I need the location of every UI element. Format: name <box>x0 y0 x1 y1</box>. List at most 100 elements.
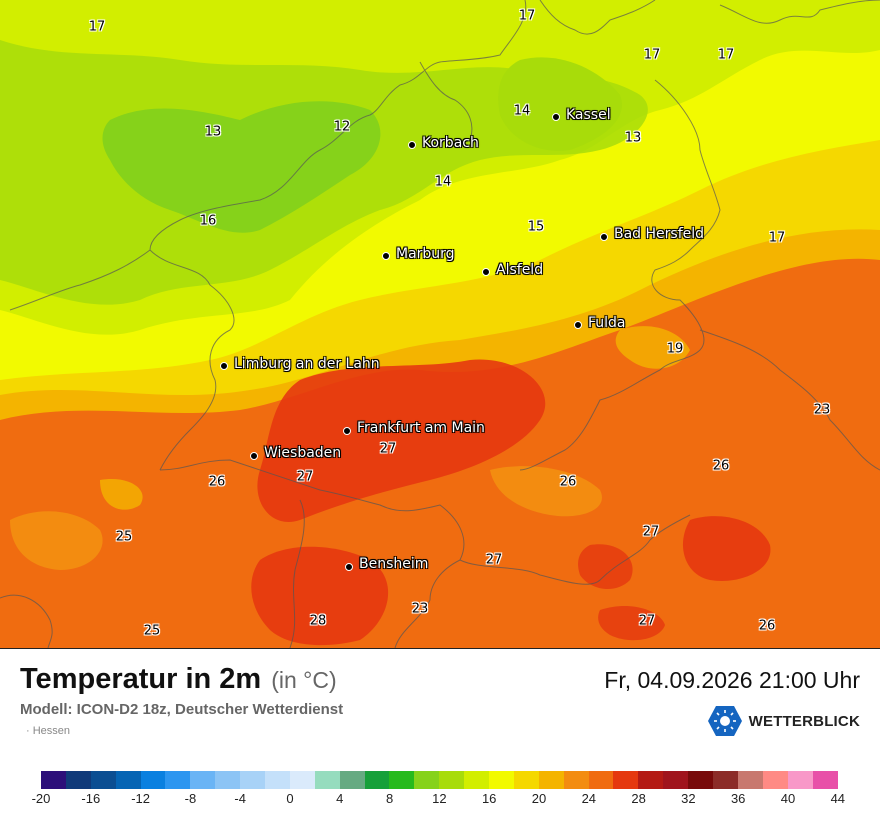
temp-value: 12 <box>333 119 351 135</box>
title-text: Temperatur in 2m <box>20 663 262 695</box>
scale-swatch <box>762 771 788 789</box>
city-label-kassel: Kassel <box>566 107 611 123</box>
city-dot-korbach <box>408 141 416 149</box>
scale-swatch <box>464 771 490 789</box>
temp-value: 27 <box>485 552 503 568</box>
scale-tick-label: -20 <box>31 791 51 806</box>
scale-swatch <box>489 771 514 789</box>
temperature-field <box>0 0 880 648</box>
wetterblick-logo-icon <box>707 706 742 736</box>
city-dot-alsfeld <box>482 268 490 276</box>
temp-value: 17 <box>643 47 661 63</box>
temp-value: 27 <box>379 441 397 457</box>
scale-tick-label: -12 <box>131 791 150 806</box>
scale-swatch <box>787 771 813 789</box>
scale-swatch <box>41 771 66 789</box>
scale-tick-label: 16 <box>481 791 497 806</box>
scale-swatch <box>439 771 465 789</box>
brand-name: WETTERBLICK <box>748 712 860 730</box>
temp-value: 26 <box>712 458 730 474</box>
temp-value: 27 <box>638 613 656 629</box>
scale-swatch <box>90 771 116 789</box>
brand-logo[interactable]: WETTERBLICK <box>707 706 860 736</box>
city-dot-bensheim <box>345 563 353 571</box>
scale-swatch <box>563 771 589 789</box>
scale-swatch <box>663 771 689 789</box>
scale-tick-label: 12 <box>432 791 447 806</box>
model-source: Modell: ICON-D2 18z, Deutscher Wetterdie… <box>20 701 344 718</box>
scale-swatch <box>289 771 315 789</box>
scale-swatch <box>65 771 91 789</box>
temp-value: 26 <box>559 474 577 490</box>
scale-swatch <box>339 771 365 789</box>
scale-tick-label: 36 <box>730 791 746 806</box>
temp-value: 26 <box>208 474 226 490</box>
temperature-map[interactable]: Kassel Korbach Bad Hersfeld Marburg Alsf… <box>0 0 880 649</box>
temp-value: 17 <box>717 47 735 63</box>
city-dot-marburg <box>382 252 390 260</box>
scale-swatch <box>240 771 266 789</box>
temp-value: 25 <box>115 529 133 545</box>
scale-tick-label: 8 <box>385 791 394 806</box>
scale-tick-label: 24 <box>581 791 597 806</box>
city-dot-limburg <box>220 362 228 370</box>
temp-value: 17 <box>518 8 536 24</box>
scale-tick-label: 40 <box>780 791 796 806</box>
temp-value: 14 <box>434 174 452 190</box>
city-dot-fulda <box>574 321 582 329</box>
scale-swatch <box>389 771 415 789</box>
temp-value: 14 <box>513 103 531 119</box>
scale-swatch <box>190 771 216 789</box>
legend-footer: Temperatur in 2m (in °C) Modell: ICON-D2 … <box>0 649 880 830</box>
region-label: · Hessen <box>26 725 71 737</box>
city-dot-bad-hersfeld <box>600 233 608 241</box>
temp-value: 17 <box>88 19 106 35</box>
scale-swatch <box>140 771 166 789</box>
scale-swatch <box>638 771 664 789</box>
temp-value: 23 <box>411 601 429 617</box>
map-title: Temperatur in 2m (in °C) <box>20 663 337 696</box>
city-label-limburg: Limburg an der Lahn <box>234 356 380 372</box>
scale-tick-label: 0 <box>286 791 294 806</box>
city-label-frankfurt: Frankfurt am Main <box>357 420 485 436</box>
unit-label: (in °C) <box>271 667 337 693</box>
city-label-alsfeld: Alsfeld <box>496 262 544 278</box>
color-scale <box>41 771 838 789</box>
scale-tick-label: 32 <box>681 791 696 806</box>
scale-swatch <box>115 771 141 789</box>
scale-swatch <box>812 771 838 789</box>
scale-swatch <box>265 771 290 789</box>
city-label-korbach: Korbach <box>422 135 479 151</box>
temp-value: 23 <box>813 402 831 418</box>
temp-value: 27 <box>296 469 314 485</box>
scale-swatch <box>364 771 390 789</box>
scale-tick-label: -8 <box>184 791 197 806</box>
scale-swatch <box>538 771 564 789</box>
city-label-wiesbaden: Wiesbaden <box>264 445 342 461</box>
scale-swatch <box>513 771 539 789</box>
scale-swatch <box>215 771 241 789</box>
city-label-bensheim: Bensheim <box>359 556 429 572</box>
scale-tick-label: 44 <box>830 791 846 806</box>
scale-tick-label: 28 <box>631 791 646 806</box>
scale-swatch <box>737 771 763 789</box>
temp-value: 13 <box>624 130 642 146</box>
city-label-marburg: Marburg <box>396 246 455 262</box>
temp-value: 16 <box>199 213 217 229</box>
city-dot-frankfurt <box>343 427 351 435</box>
temp-value: 26 <box>758 618 776 634</box>
temp-value: 27 <box>642 524 660 540</box>
scale-tick-label: -4 <box>234 791 246 806</box>
scale-tick-label: 4 <box>336 791 344 806</box>
scale-swatch <box>165 771 191 789</box>
scale-swatch <box>314 771 340 789</box>
scale-tick-label: -16 <box>81 791 101 806</box>
scale-swatch <box>588 771 614 789</box>
city-label-fulda: Fulda <box>588 315 626 331</box>
temp-value: 28 <box>309 613 327 629</box>
scale-tick-label: 20 <box>531 791 547 806</box>
city-dot-kassel <box>552 113 560 121</box>
forecast-datetime: Fr, 04.09.2026 21:00 Uhr <box>604 667 860 693</box>
city-dot-wiesbaden <box>250 452 258 460</box>
temp-value: 17 <box>768 230 786 246</box>
